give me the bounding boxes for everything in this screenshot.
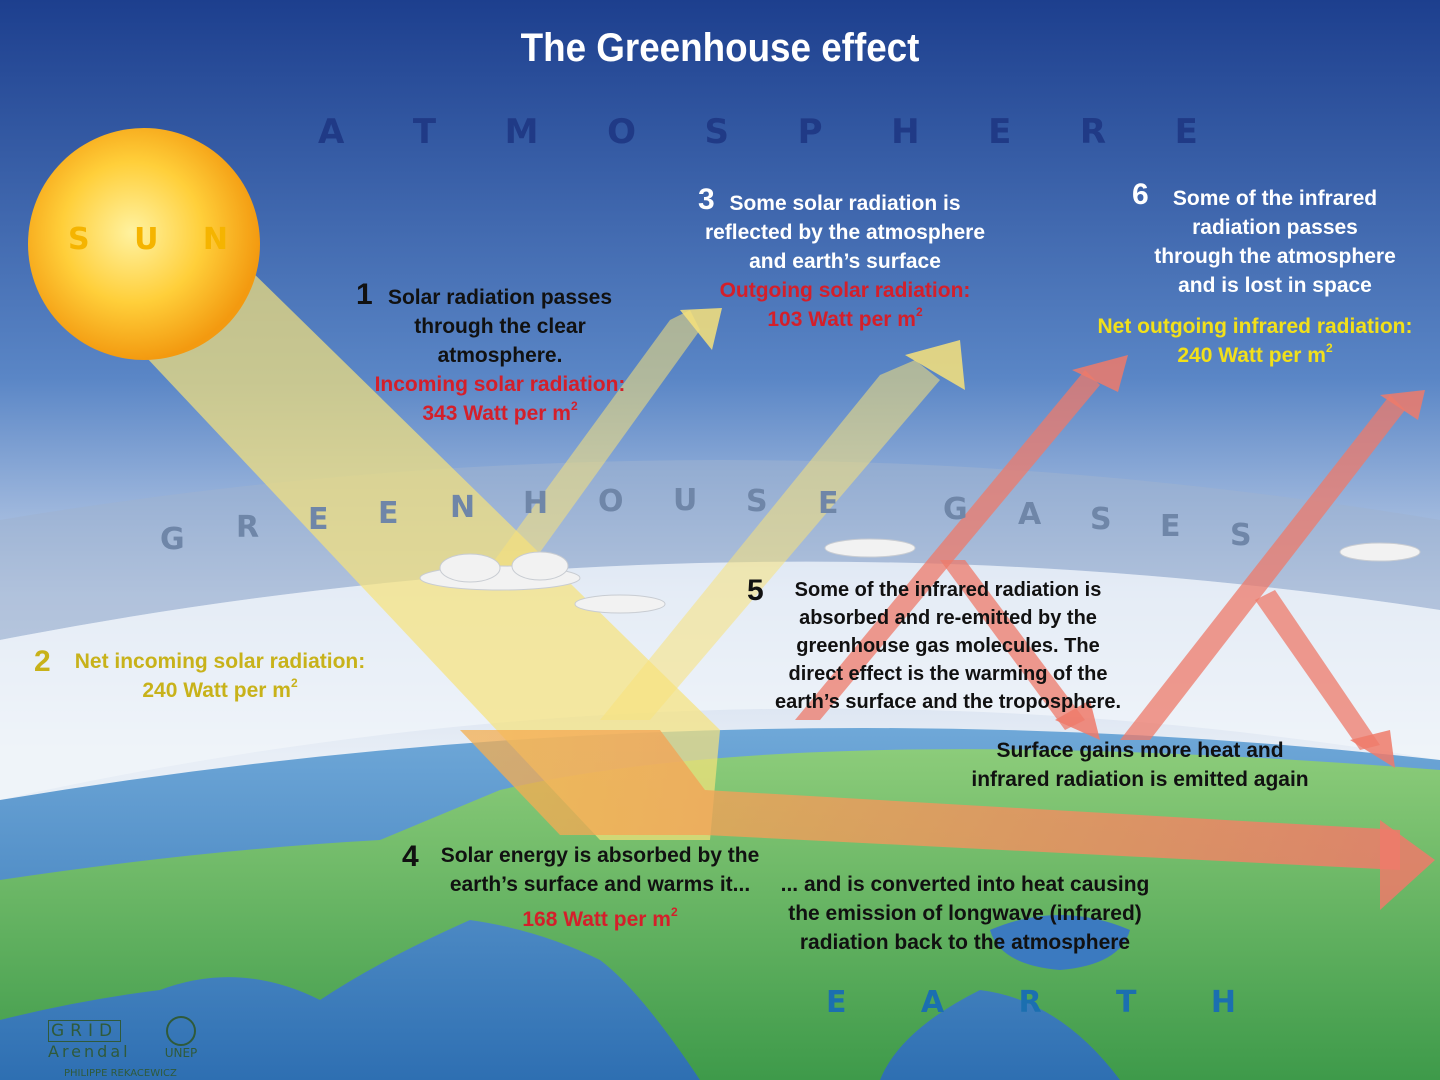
- earth-letter: R: [1018, 985, 1042, 1020]
- sun-letter: N: [202, 222, 228, 257]
- greenhouse-gases-letter: G: [160, 522, 185, 557]
- step-6-net-outgoing: Net outgoing infrared radiation: 240 Wat…: [1097, 315, 1413, 367]
- incoming-solar-beam: [130, 260, 720, 840]
- author-credit: PHILIPPE REKACEWICZ: [64, 1068, 177, 1079]
- atmosphere-letter: E: [988, 112, 1012, 152]
- step-2-number: 2: [34, 645, 51, 678]
- absorbed-heat-arrowhead: [1380, 820, 1435, 910]
- unep-emblem-icon: [166, 1016, 196, 1046]
- infrared-arrow-down-2: [1255, 590, 1380, 750]
- atmosphere-letter: S: [704, 112, 730, 152]
- infrared-arrow-down-2-head: [1350, 730, 1395, 768]
- reflected-beam-1: [480, 310, 700, 580]
- infrared-reemit-arrow: [940, 560, 1085, 730]
- greenhouse-gases-letter: E: [818, 486, 839, 521]
- step-6-number: 6: [1132, 178, 1149, 211]
- sun-letter: S: [68, 222, 90, 257]
- absorbed-heat-band: [460, 730, 1400, 870]
- greenhouse-gases-letter: A: [1018, 497, 1042, 532]
- step-4-number: 4: [402, 840, 419, 873]
- greenhouse-gases-letter: R: [236, 510, 260, 545]
- arendal-logo-text: Arendal: [48, 1042, 131, 1061]
- infrared-arrow-up-1-head: [1072, 355, 1128, 392]
- earth-letter: T: [1116, 985, 1137, 1020]
- earth-letter: E: [826, 985, 847, 1020]
- atmosphere-letter: P: [797, 112, 823, 152]
- greenhouse-gases-letter: S: [1090, 502, 1112, 537]
- unep-logo-text: UNEP: [164, 1046, 198, 1060]
- greenhouse-gases-letter: E: [378, 496, 399, 531]
- infrared-arrow-up-2: [1120, 395, 1405, 740]
- atmosphere-haze: [0, 561, 1440, 800]
- step-5b-text: Surface gains more heat and infrared radi…: [971, 739, 1309, 791]
- step-6-text: Some of the infrared radiation passes thro…: [1154, 187, 1396, 297]
- atmosphere-letter: E: [1174, 112, 1198, 152]
- atmosphere-letter: M: [504, 112, 539, 152]
- greenhouse-gases-letter: E: [308, 502, 329, 537]
- step-3-text: Some solar radiation is reflected by the …: [704, 192, 986, 331]
- step-4b-text: ... and is converted into heat causing th…: [780, 873, 1150, 954]
- black-sea: [990, 915, 1130, 970]
- atmosphere-letter: H: [891, 112, 920, 152]
- step-4-text: Solar energy is absorbed by the earth’s s…: [440, 844, 760, 931]
- infrared-arrow-up-1: [795, 370, 1100, 720]
- greenhouse-gases-letter: H: [523, 486, 549, 521]
- step-3-number: 3: [698, 183, 715, 216]
- step-5-text: Some of the infrared radiation is absorbe…: [774, 579, 1121, 713]
- reflected-beam-1-head: [680, 308, 722, 350]
- infrared-arrow-up-2-head: [1380, 390, 1425, 420]
- unep-logo: UNEP: [158, 1016, 204, 1060]
- sun-letter: U: [134, 222, 159, 257]
- greenhouse-gases-letter: S: [746, 484, 768, 519]
- page-title: The Greenhouse effect: [520, 26, 920, 70]
- step-2-text: Net incoming solar radiation: 240 Watt p…: [74, 650, 366, 702]
- clouds: [419, 538, 1421, 614]
- atmosphere-letter: O: [607, 112, 636, 152]
- greenhouse-gases-letter: N: [450, 490, 476, 525]
- infrared-reemit-head: [1055, 700, 1100, 740]
- step-5-number: 5: [747, 574, 764, 607]
- greenhouse-gases-letter: U: [673, 483, 698, 518]
- grid-logo-text: GRID: [48, 1020, 122, 1042]
- atmosphere-letter: R: [1079, 112, 1107, 152]
- sun: [28, 128, 260, 360]
- earth-letter: H: [1210, 985, 1236, 1020]
- reflected-beam-2: [600, 360, 940, 720]
- greenhouse-gases-letter: E: [1160, 509, 1181, 544]
- atmosphere-letter: A: [318, 112, 345, 152]
- earth-letter: A: [920, 985, 945, 1020]
- greenhouse-gases-letter: O: [598, 484, 624, 519]
- reflected-beam-2-head: [905, 340, 965, 390]
- grid-arendal-logo: GRID Arendal: [48, 1020, 148, 1061]
- greenhouse-gases-letter: S: [1230, 518, 1252, 553]
- step-1-text: Solar radiation passes through the clear a…: [374, 286, 626, 425]
- step-1-number: 1: [356, 278, 373, 311]
- greenhouse-gases-letter: G: [943, 492, 968, 527]
- atmosphere-letter: T: [412, 112, 437, 152]
